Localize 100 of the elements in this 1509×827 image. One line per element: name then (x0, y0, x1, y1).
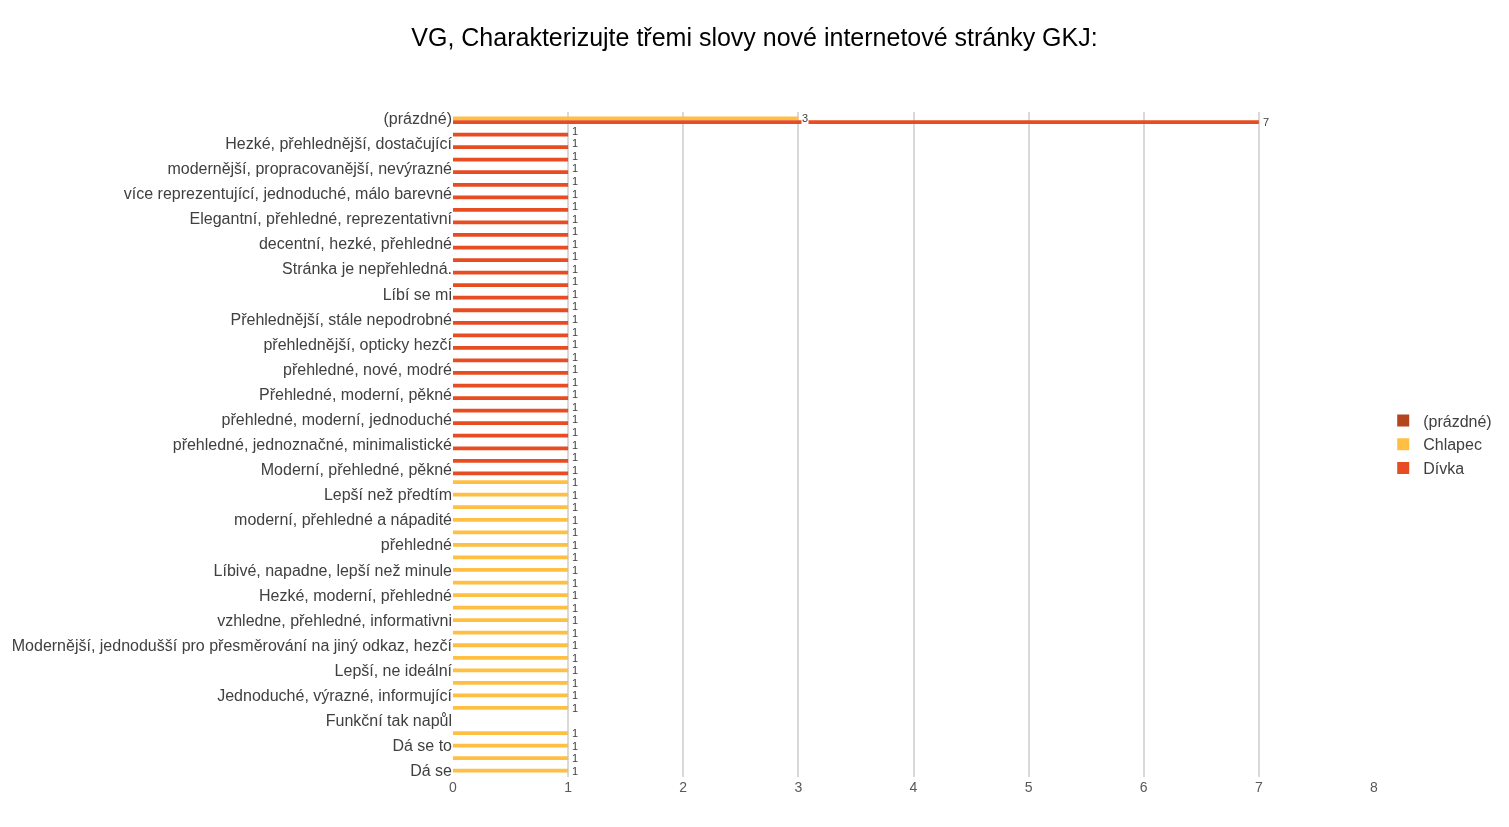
y-tick-label: Dá se (410, 762, 453, 780)
y-tick-label: Přehlednější, stále nepodrobné (230, 310, 453, 328)
bar (453, 283, 569, 288)
data-label: 1 (572, 137, 579, 149)
y-tick-label: Elegantní, přehledné, reprezentativní (189, 210, 453, 228)
data-label: 1 (572, 388, 579, 400)
y-tick-label: Hezké, moderní, přehledné (259, 586, 453, 604)
data-label: 1 (572, 639, 579, 651)
bar (453, 643, 569, 648)
bar (453, 116, 799, 121)
data-label: 1 (572, 451, 579, 463)
data-label: 1 (572, 376, 579, 388)
bar (453, 630, 569, 635)
chart-title: VG, Charakterizujte třemi slovy nové internetové stránky GKJ: (411, 23, 1098, 52)
data-label: 1 (572, 602, 579, 614)
data-label: 1 (572, 664, 579, 676)
data-label: 1 (572, 489, 579, 501)
data-label: 1 (572, 740, 579, 752)
data-label: 1 (572, 200, 579, 212)
bar (453, 421, 569, 426)
data-label: 1 (572, 702, 579, 714)
bar (453, 157, 569, 162)
y-tick-label: vzhledne, přehledné, informativni (217, 611, 452, 629)
bar (453, 371, 569, 375)
data-label: 1 (572, 338, 579, 350)
data-label: 1 (572, 175, 579, 187)
bar (453, 433, 569, 438)
data-label: 1 (572, 363, 579, 375)
y-tick-label: Dá se to (392, 737, 453, 755)
bar (453, 593, 569, 597)
y-tick-label: Hezké, přehlednější, dostačující (225, 134, 453, 152)
bar (453, 505, 569, 510)
y-tick-label: přehledné, moderní, jednoduché (221, 411, 453, 429)
bar (453, 308, 569, 313)
bar (453, 655, 569, 660)
x-tick-label: 4 (909, 779, 918, 795)
data-label: 1 (572, 564, 579, 576)
y-tick-label: modernější, propracovanější, nevýrazné (167, 160, 453, 178)
data-label: 1 (572, 677, 579, 689)
x-tick-label: 2 (679, 779, 688, 795)
bar (453, 408, 569, 413)
bar (453, 543, 569, 547)
bar (453, 396, 569, 400)
data-label: 1 (572, 401, 579, 413)
bar (453, 530, 569, 535)
bar (453, 446, 569, 451)
data-label: 1 (572, 213, 579, 225)
bar (453, 346, 569, 350)
y-tick-label: Líbí se mi (382, 285, 452, 303)
bar (453, 681, 569, 685)
data-label: 1 (572, 288, 579, 300)
data-label: 1 (572, 413, 579, 425)
data-label: 1 (572, 627, 579, 639)
bar (453, 768, 569, 773)
data-label: 1 (572, 125, 579, 137)
data-label: 1 (572, 439, 579, 451)
bar (453, 182, 569, 187)
data-label: 1 (572, 476, 579, 488)
y-tick-label: přehledné, jednoznačné, minimalistické (172, 436, 453, 454)
data-label: 1 (572, 162, 579, 174)
x-tick-label: 0 (449, 779, 458, 795)
x-tick-label: 3 (794, 779, 803, 795)
y-tick-label: přehledné (380, 536, 453, 554)
bar (453, 233, 569, 237)
bar (453, 605, 569, 610)
y-tick-label: Modernější, jednodušší pro přesměrování na jiný odkaz, hezčí (11, 636, 453, 654)
data-label: 1 (572, 326, 579, 338)
data-label: 1 (572, 689, 579, 701)
data-label: 7 (1263, 116, 1270, 128)
bar (453, 568, 569, 572)
bar (453, 743, 569, 748)
y-tick-label: Lepší, ne ideální (334, 661, 453, 679)
bar (453, 492, 569, 497)
x-tick-label: 5 (1024, 779, 1033, 795)
bar (453, 480, 569, 485)
bar (453, 333, 569, 338)
y-tick-label: přehledné, nové, modré (283, 360, 453, 378)
bar (453, 706, 569, 710)
data-label: 1 (572, 313, 579, 325)
data-label: 1 (572, 225, 579, 237)
data-label: 1 (572, 589, 579, 601)
y-tick-label: Stránka je nepřehledná. (282, 260, 452, 278)
bar (453, 120, 1259, 124)
data-label: 1 (572, 577, 579, 589)
data-label: 1 (572, 514, 579, 526)
data-label: 1 (572, 188, 579, 200)
data-label: 1 (572, 426, 579, 438)
bar (453, 756, 569, 761)
y-tick-label: Líbivé, napadne, lepší než minule (213, 561, 453, 579)
data-label: 1 (572, 765, 579, 777)
data-label: 1 (572, 250, 579, 262)
data-label: 3 (802, 112, 809, 124)
y-tick-label: Lepší než předtím (323, 486, 452, 504)
data-label: 1 (572, 727, 579, 739)
y-tick-label: (prázdné) (383, 109, 452, 127)
legend-label: (prázdné) (1423, 412, 1492, 430)
y-tick-label: přehlednější, opticky hezčí (263, 335, 453, 353)
data-label: 1 (572, 539, 579, 551)
data-label: 1 (572, 150, 579, 162)
bar (453, 195, 569, 200)
